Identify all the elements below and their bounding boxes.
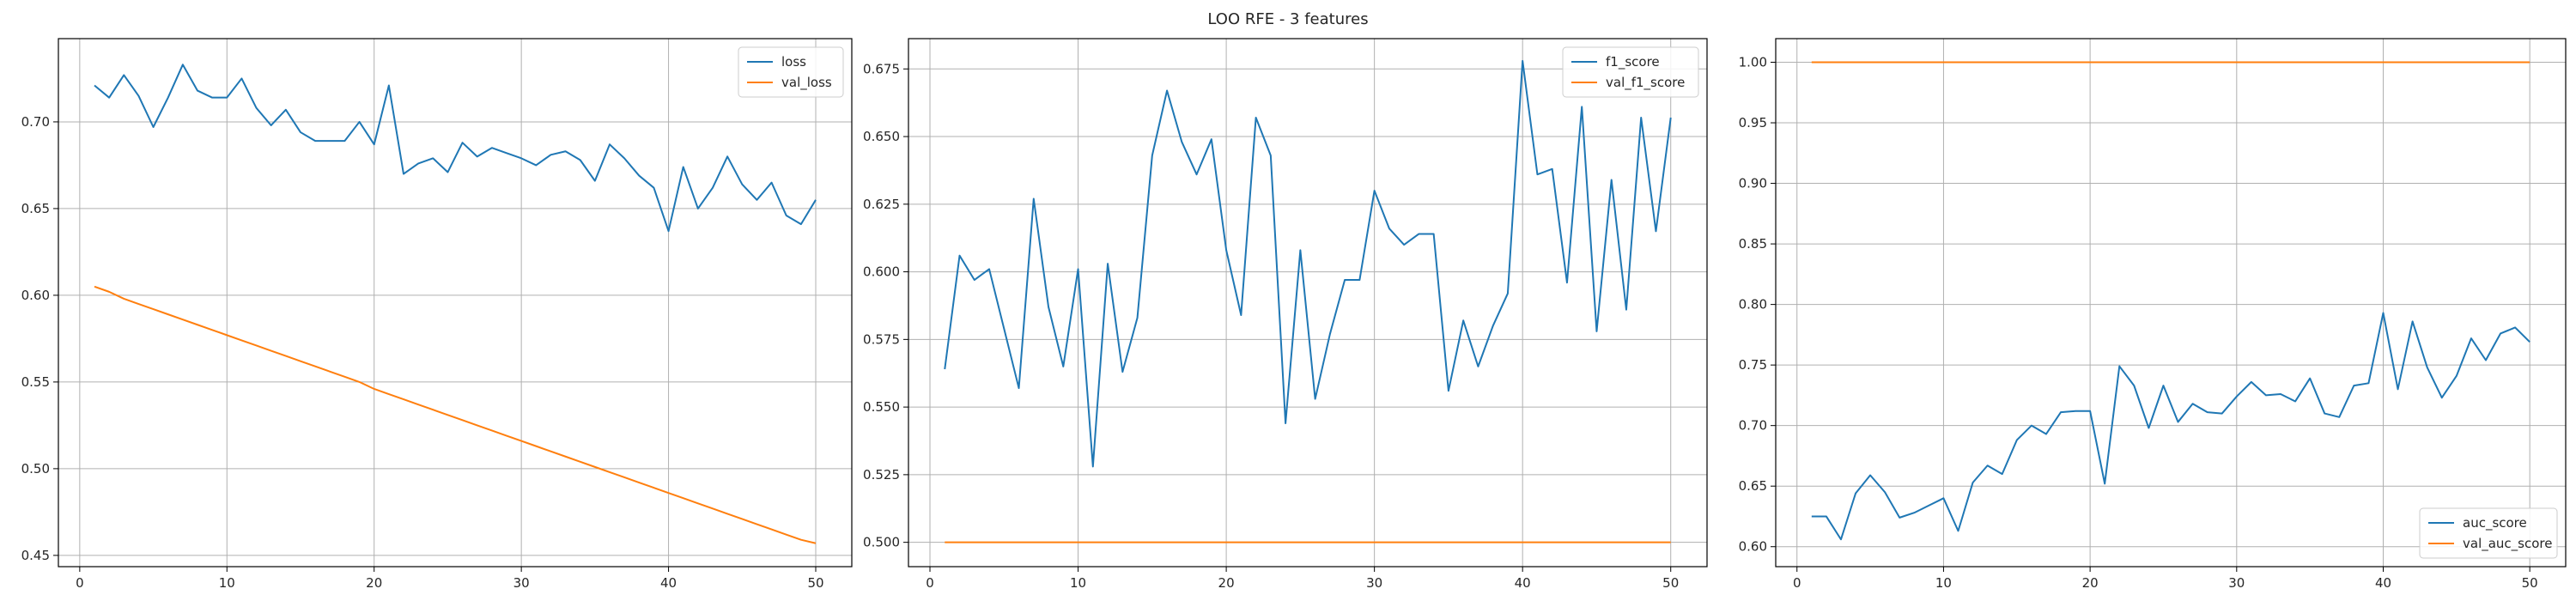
y-tick-label: 0.45	[21, 548, 50, 563]
y-tick-label: 0.65	[21, 201, 50, 216]
chart-legend: loss val_loss	[738, 46, 844, 98]
series-line-auc-score	[1811, 312, 2530, 541]
y-tick-label: 0.95	[1739, 115, 1767, 131]
chart-legend: f1_score val_f1_score	[1562, 46, 1699, 98]
y-tick-label: 0.80	[1739, 297, 1767, 313]
legend-label-val-loss: val_loss	[781, 75, 832, 91]
y-tick-label: 0.75	[1739, 357, 1767, 373]
y-tick-label: 0.550	[863, 399, 900, 415]
y-tick-label: 0.60	[1739, 539, 1767, 555]
y-tick-label: 0.675	[863, 61, 900, 76]
legend-box	[738, 46, 844, 98]
y-tick-label: 0.600	[863, 264, 900, 280]
x-tick-label: 50	[2522, 575, 2538, 591]
series-line-loss	[94, 64, 817, 233]
y-tick-label: 1.00	[1739, 55, 1767, 70]
y-tick-label: 0.525	[863, 467, 900, 483]
x-tick-label: 10	[219, 575, 235, 591]
x-tick-label: 40	[660, 575, 677, 591]
legend-label-val-f1-score: val_f1_score	[1606, 75, 1685, 91]
axes-frame	[58, 38, 853, 568]
legend-label-loss: loss	[781, 54, 806, 70]
y-tick-label: 0.650	[863, 129, 900, 144]
x-tick-label: 0	[1793, 575, 1801, 591]
y-tick-label: 0.575	[863, 331, 900, 347]
x-tick-label: 30	[513, 575, 530, 591]
legend-label-f1-score: f1_score	[1606, 54, 1660, 70]
legend-box	[2419, 507, 2558, 559]
x-tick-label: 50	[807, 575, 823, 591]
f1-score-chart-panel: 0 10 20 30 40 50 0.500 0.525 0.550 0.575 0.600 0.62…	[863, 38, 1708, 591]
x-tick-label: 20	[2082, 575, 2099, 591]
legend-box	[1562, 46, 1699, 98]
x-tick-label: 10	[1935, 575, 1952, 591]
y-tick-label: 0.70	[1739, 418, 1767, 434]
y-tick-label: 0.65	[1739, 478, 1767, 494]
axes-frame	[908, 38, 1708, 568]
series-line-val-loss	[94, 285, 817, 544]
y-tick-label: 0.60	[21, 288, 50, 303]
x-tick-label: 10	[1070, 575, 1086, 591]
legend-label-val-auc-score: val_auc_score	[2463, 536, 2553, 552]
x-tick-label: 20	[366, 575, 382, 591]
figure-suptitle: LOO RFE - 3 features	[1207, 10, 1368, 28]
y-tick-label: 0.70	[21, 114, 50, 130]
series-line-f1-score	[944, 59, 1672, 468]
x-tick-label: 30	[2228, 575, 2245, 591]
legend-label-auc-score: auc_score	[2463, 515, 2527, 531]
x-tick-label: 50	[1662, 575, 1679, 591]
x-tick-label: 40	[1515, 575, 1531, 591]
x-tick-label: 30	[1366, 575, 1382, 591]
x-tick-label: 0	[76, 575, 84, 591]
y-tick-label: 0.500	[863, 535, 900, 550]
chart-legend: auc_score val_auc_score	[2419, 507, 2558, 559]
x-tick-label: 0	[926, 575, 934, 591]
loss-chart-panel: 0 10 20 30 40 50 0.45 0.50 0.55 0.60 0.65 0.70 loss v…	[21, 38, 853, 591]
y-tick-label: 0.85	[1739, 236, 1767, 252]
axes-frame	[1775, 38, 2567, 568]
plot-area	[908, 39, 1707, 567]
y-tick-label: 0.90	[1739, 176, 1767, 191]
auc-score-chart-panel: 0 10 20 30 40 50 0.60 0.65 0.70 0.75 0.80 0.85 0.90 0…	[1739, 38, 2567, 591]
plot-area	[58, 39, 852, 567]
y-tick-label: 0.55	[21, 374, 50, 390]
x-tick-label: 20	[1218, 575, 1235, 591]
plot-area	[1776, 39, 2566, 567]
x-tick-label: 40	[2375, 575, 2391, 591]
y-tick-label: 0.625	[863, 197, 900, 212]
y-tick-label: 0.50	[21, 461, 50, 477]
